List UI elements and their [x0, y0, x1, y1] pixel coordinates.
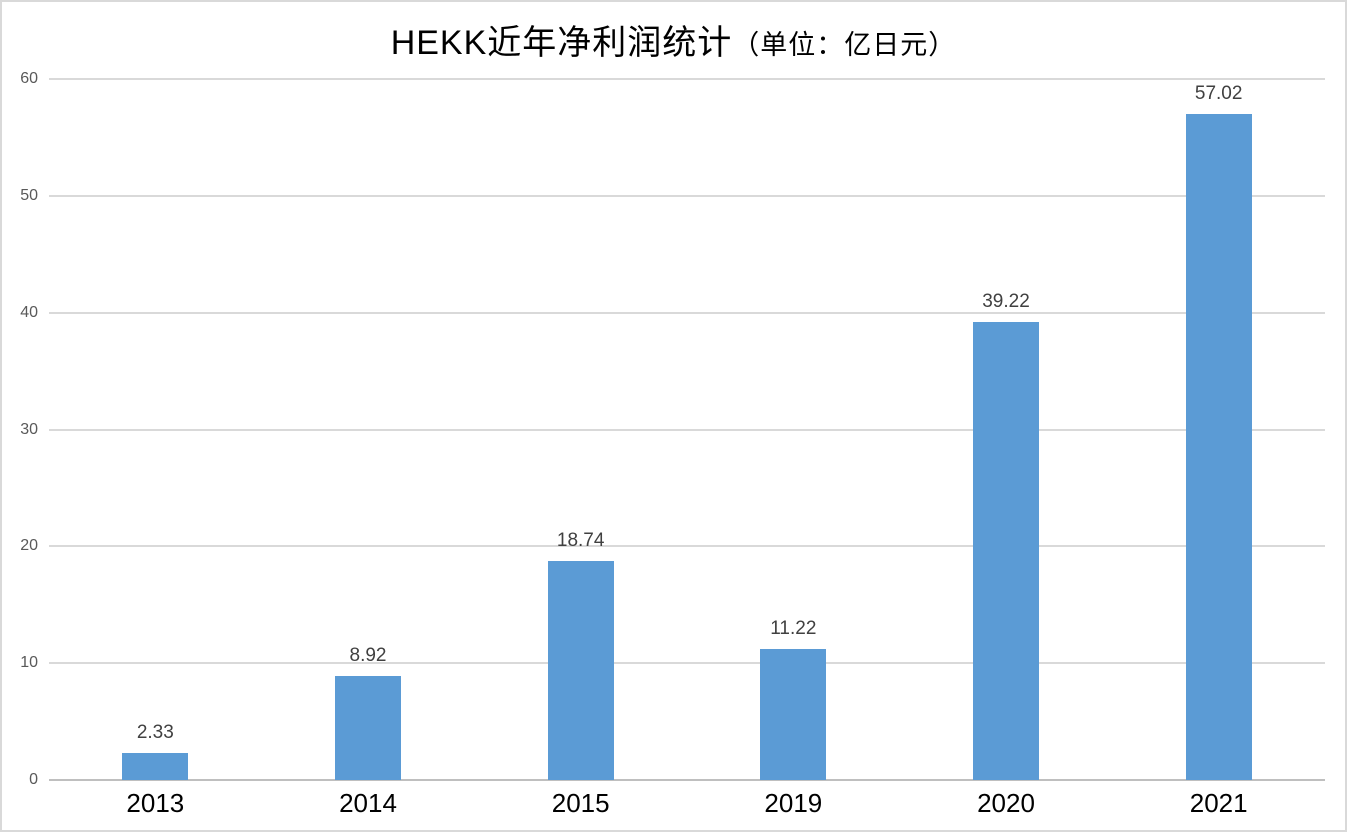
chart-title-text: HEKK近年净利润统计 [390, 24, 733, 62]
value-label-2020: 39.22 [982, 290, 1030, 312]
gridline-20 [49, 545, 1325, 548]
chart-title-unit: （单位：亿日元） [732, 30, 957, 60]
bar-2014 [335, 675, 401, 780]
value-label-2015: 18.74 [556, 530, 605, 552]
x-tick-label-2014: 2014 [339, 788, 397, 818]
x-tick-label-2015: 2015 [551, 788, 610, 818]
y-tick-label-0: 0 [29, 771, 38, 788]
y-tick-label-50: 50 [20, 186, 38, 204]
gridline-10 [49, 662, 1325, 665]
gridline-60 [49, 78, 1325, 80]
value-label-2013: 2.33 [136, 721, 174, 743]
bar-2021 [1185, 113, 1252, 780]
value-label-2014: 8.92 [349, 644, 387, 666]
gridline-40 [49, 311, 1325, 314]
value-label-2021: 57.02 [1194, 82, 1243, 104]
bar-2015 [547, 561, 614, 780]
bar-2013 [122, 752, 189, 780]
x-tick-label-2013: 2013 [126, 788, 185, 818]
y-tick-label-60: 60 [20, 70, 38, 87]
value-label-2019: 11.22 [770, 617, 817, 639]
y-tick-label-30: 30 [20, 420, 38, 438]
plot-area: 0 10 20 30 40 50 60 2.33 2013 8.92 2014 18.74 2015 11… [20, 70, 1325, 816]
y-tick-label-10: 10 [20, 654, 38, 672]
x-axis-line [49, 779, 1325, 781]
gridline-50 [49, 194, 1325, 197]
bar-2019 [760, 648, 827, 780]
y-tick-label-40: 40 [20, 303, 38, 321]
gridline-30 [49, 428, 1325, 431]
bar-2020 [973, 321, 1039, 780]
x-tick-label-2019: 2019 [764, 788, 823, 818]
x-tick-label-2020: 2020 [977, 788, 1035, 818]
chart-title: HEKK近年净利润统计（单位：亿日元） [2, 20, 1345, 73]
y-tick-label-20: 20 [20, 537, 38, 555]
x-tick-label-2021: 2021 [1189, 788, 1248, 818]
